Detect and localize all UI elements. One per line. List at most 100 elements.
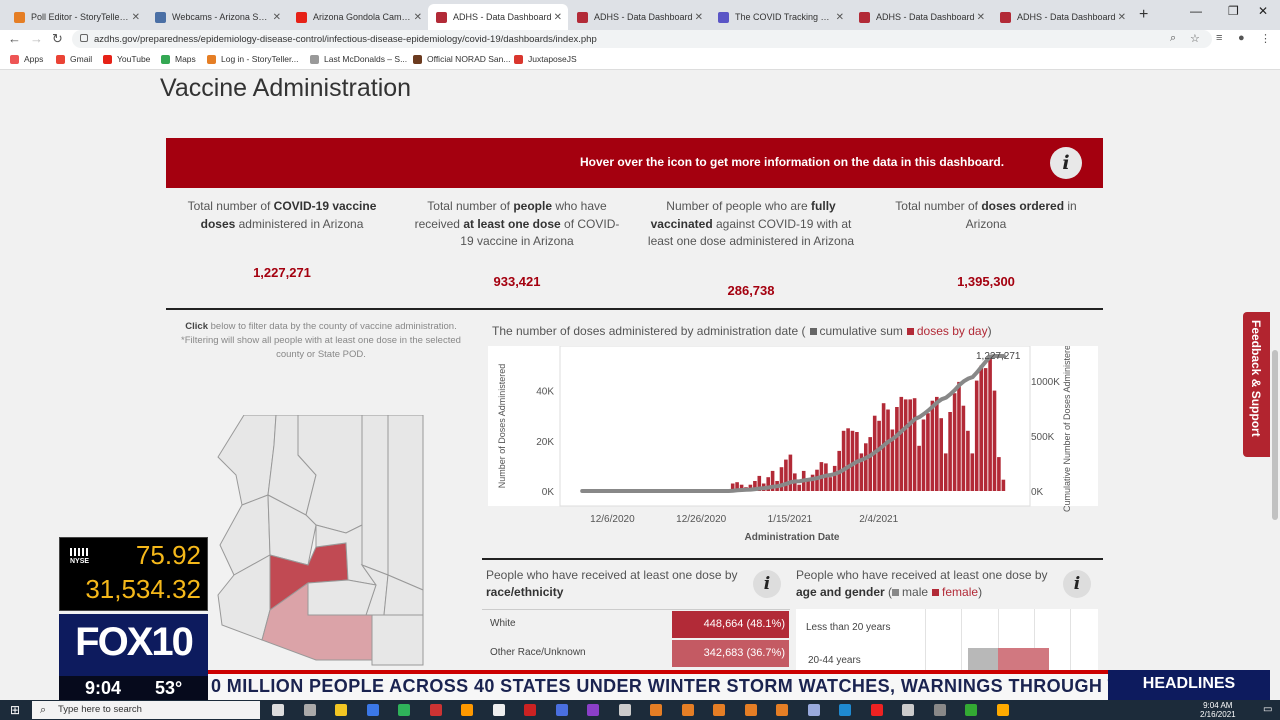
daily-dose-bar[interactable] xyxy=(908,399,912,491)
daily-dose-bar[interactable] xyxy=(797,484,801,491)
address-bar[interactable]: azdhs.gov/preparedness/epidemiology-dise… xyxy=(72,30,1212,48)
new-tab-button[interactable]: + xyxy=(1139,6,1149,23)
daily-dose-bar[interactable] xyxy=(757,475,762,491)
forward-arrow-icon[interactable]: → xyxy=(30,31,43,46)
browser-tab[interactable]: ADHS - Data Dashboard ✕ xyxy=(992,4,1132,30)
county-pinal[interactable] xyxy=(307,579,377,616)
reading-list-icon[interactable]: ≡ xyxy=(1216,32,1223,44)
zoom-icon[interactable]: ⌕ xyxy=(1170,32,1177,44)
daily-dose-bar[interactable] xyxy=(784,459,788,491)
bookmark-item[interactable]: Log in - StoryTeller... xyxy=(207,54,298,64)
bookmark-item[interactable]: Official NORAD San... xyxy=(413,54,510,64)
daily-dose-bar[interactable] xyxy=(957,381,961,491)
browser-tab[interactable]: ADHS - Data Dashboard ✕ xyxy=(569,4,709,30)
daily-dose-bar[interactable] xyxy=(859,453,864,491)
daily-dose-bar[interactable] xyxy=(961,405,966,491)
tab-close-icon[interactable]: ✕ xyxy=(272,11,281,23)
daily-dose-bar[interactable] xyxy=(1001,479,1006,491)
bookmark-item[interactable]: Apps xyxy=(10,54,43,64)
tab-close-icon[interactable]: ✕ xyxy=(976,11,985,23)
daily-dose-bar[interactable] xyxy=(917,445,921,491)
taskbar-app-icon[interactable] xyxy=(965,704,977,716)
daily-dose-bar[interactable] xyxy=(983,368,988,491)
daily-dose-bar[interactable] xyxy=(926,413,930,491)
daily-dose-bar[interactable] xyxy=(943,453,948,491)
daily-dose-bar[interactable] xyxy=(841,430,846,491)
taskbar-app-icon[interactable] xyxy=(713,704,725,716)
daily-dose-bar[interactable] xyxy=(992,390,997,491)
taskbar-app-icon[interactable] xyxy=(650,704,662,716)
tab-close-icon[interactable]: ✕ xyxy=(835,11,844,23)
daily-dose-bar[interactable] xyxy=(952,393,957,491)
daily-dose-bar[interactable] xyxy=(921,419,926,492)
tab-close-icon[interactable]: ✕ xyxy=(131,11,140,23)
close-window-button[interactable]: ✕ xyxy=(1258,4,1269,18)
daily-dose-bar[interactable] xyxy=(886,409,890,492)
daily-dose-bar[interactable] xyxy=(988,358,992,491)
menu-dots-icon[interactable]: ⋮ xyxy=(1260,33,1271,45)
county-navajo[interactable] xyxy=(361,415,389,576)
daily-dose-bar[interactable] xyxy=(739,484,744,491)
taskbar-clock[interactable]: 9:04 AM 2/16/2021 xyxy=(1200,701,1236,719)
daily-dose-bar[interactable] xyxy=(970,453,975,491)
county-apache[interactable] xyxy=(387,415,424,591)
daily-dose-bar[interactable] xyxy=(730,483,735,492)
daily-dose-bar[interactable] xyxy=(850,430,855,491)
taskbar-app-icon[interactable] xyxy=(997,704,1009,716)
daily-dose-bar[interactable] xyxy=(770,470,775,491)
windows-start-icon[interactable]: ⊞ xyxy=(10,703,21,717)
daily-dose-bar[interactable] xyxy=(815,469,819,491)
info-icon[interactable]: i xyxy=(1050,147,1082,179)
taskbar-app-icon[interactable] xyxy=(398,704,410,716)
bookmark-item[interactable]: YouTube xyxy=(103,54,150,64)
arizona-county-map[interactable] xyxy=(216,415,426,670)
race-row-bar[interactable]: 448,664 (48.1%) xyxy=(672,611,789,638)
taskbar-app-icon[interactable] xyxy=(776,704,788,716)
browser-tab[interactable]: Poll Editor - StoryTeller Poll Ed✕ xyxy=(6,4,146,30)
profile-avatar-icon[interactable]: ● xyxy=(1238,32,1245,44)
daily-dose-bar[interactable] xyxy=(903,399,908,491)
taskbar-search[interactable]: ⌕ Type here to search xyxy=(32,701,260,719)
county-yavapai[interactable] xyxy=(267,494,317,566)
tab-close-icon[interactable]: ✕ xyxy=(1117,11,1126,23)
age-female-bar[interactable] xyxy=(998,648,1049,670)
daily-dose-bar[interactable] xyxy=(810,474,815,491)
daily-dose-bar[interactable] xyxy=(766,477,770,491)
daily-dose-bar[interactable] xyxy=(939,418,943,491)
daily-dose-bar[interactable] xyxy=(788,454,793,491)
daily-dose-bar[interactable] xyxy=(912,398,917,491)
taskbar-app-icon[interactable] xyxy=(304,704,316,716)
age-info-icon[interactable]: i xyxy=(1063,570,1091,598)
bookmark-item[interactable]: Gmail xyxy=(56,54,92,64)
county-mohave[interactable] xyxy=(217,415,277,506)
taskbar-app-icon[interactable] xyxy=(745,704,757,716)
daily-dose-bar[interactable] xyxy=(828,477,833,491)
daily-dose-bar[interactable] xyxy=(935,396,939,491)
taskbar-app-icon[interactable] xyxy=(682,704,694,716)
taskbar-app-icon[interactable] xyxy=(619,704,631,716)
taskbar-app-icon[interactable] xyxy=(902,704,914,716)
daily-dose-bar[interactable] xyxy=(930,400,935,491)
taskbar-app-icon[interactable] xyxy=(934,704,946,716)
bookmark-star-icon[interactable]: ☆ xyxy=(1190,33,1200,45)
taskbar-app-icon[interactable] xyxy=(335,704,347,716)
daily-dose-bar[interactable] xyxy=(868,437,872,491)
daily-dose-bar[interactable] xyxy=(974,380,979,491)
feedback-support-button[interactable]: Feedback & Support xyxy=(1243,312,1270,457)
taskbar-app-icon[interactable] xyxy=(367,704,379,716)
daily-dose-bar[interactable] xyxy=(806,478,810,492)
taskbar-app-icon[interactable] xyxy=(430,704,442,716)
daily-dose-bar[interactable] xyxy=(846,428,850,491)
tab-close-icon[interactable]: ✕ xyxy=(553,11,562,23)
taskbar-app-icon[interactable] xyxy=(587,704,599,716)
browser-tab[interactable]: Webcams - Arizona Snowbowl✕ xyxy=(147,4,287,30)
daily-dose-bar[interactable] xyxy=(895,407,899,491)
taskbar-app-icon[interactable] xyxy=(871,704,883,716)
taskbar-app-icon[interactable] xyxy=(839,704,851,716)
taskbar-app-icon[interactable] xyxy=(524,704,536,716)
daily-dose-bar[interactable] xyxy=(948,412,952,491)
taskbar-app-icon[interactable] xyxy=(461,704,473,716)
reload-icon[interactable]: ↻ xyxy=(52,31,63,46)
browser-tab[interactable]: ADHS - Data Dashboard ✕ xyxy=(851,4,991,30)
taskbar-app-icon[interactable] xyxy=(272,704,284,716)
